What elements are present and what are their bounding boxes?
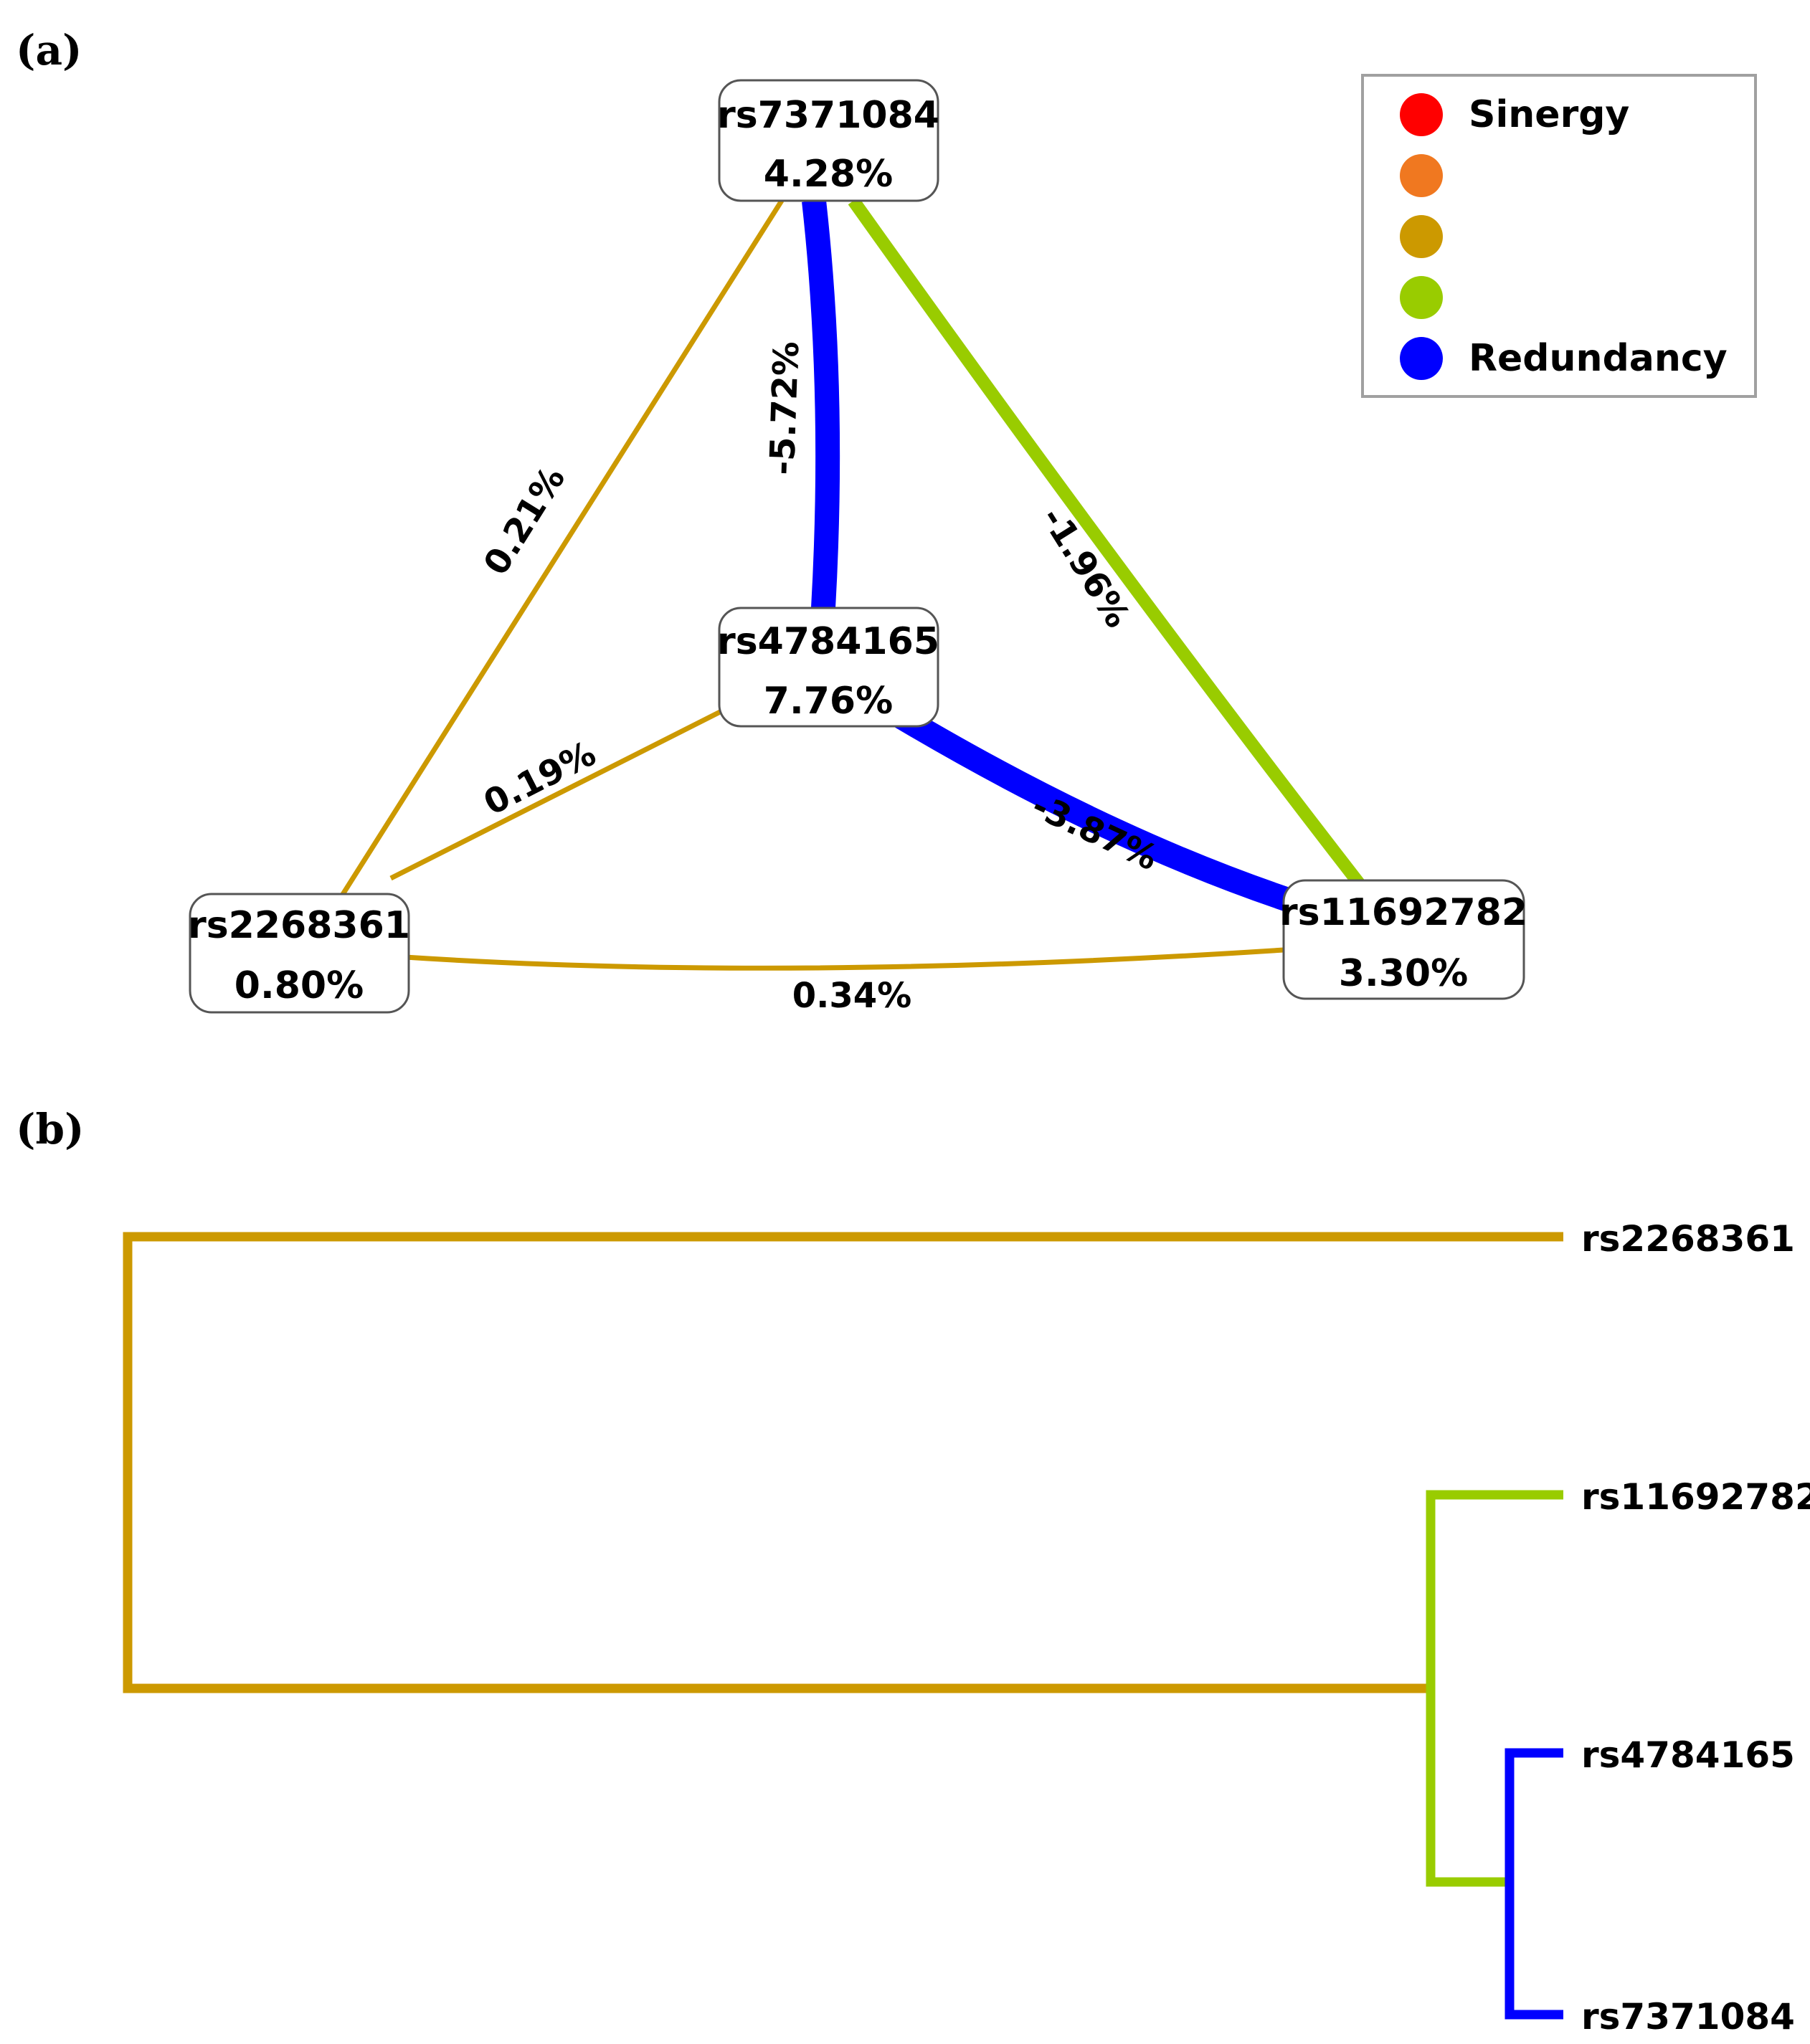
- panel-a-label: (a): [16, 26, 82, 75]
- node-name: rs4784165: [717, 620, 939, 663]
- dendro-leaf-rs2268361: rs2268361: [1581, 1218, 1795, 1260]
- panel-b-label: (b): [16, 1105, 84, 1154]
- legend: Sinergy Redundancy: [1361, 74, 1757, 398]
- node-left: rs2268361 0.80%: [188, 893, 410, 1014]
- edge-label-top-center: -5.72%: [762, 341, 807, 475]
- legend-dot: [1400, 276, 1443, 319]
- dendrogram: [123, 1232, 1563, 2020]
- node-name: rs11692782: [1279, 891, 1527, 934]
- node-name: rs7371084: [717, 94, 939, 137]
- dendro-leaf-rs11692782: rs11692782: [1581, 1476, 1810, 1518]
- legend-label-sinergy: Sinergy: [1469, 93, 1629, 136]
- legend-dot: [1400, 215, 1443, 258]
- node-center: rs4784165 7.76%: [717, 607, 939, 728]
- edge-label-left-right: 0.34%: [792, 976, 912, 1016]
- legend-dot: [1400, 93, 1443, 136]
- node-name: rs2268361: [188, 904, 410, 947]
- node-value: 7.76%: [764, 680, 893, 723]
- edge-left-right: [404, 947, 1284, 971]
- node-value: 3.30%: [1339, 952, 1468, 995]
- edge-label-top-left: 0.21%: [476, 460, 574, 582]
- dendro-leaf-rs7371084: rs7371084: [1581, 1996, 1795, 2038]
- node-value: 0.80%: [234, 964, 364, 1007]
- edge-center-left: [389, 707, 726, 881]
- legend-dot: [1400, 337, 1443, 380]
- edge-label-center-left: 0.19%: [478, 733, 602, 824]
- edges: [335, 196, 1365, 971]
- edge-top-right: [848, 196, 1365, 888]
- node-right: rs11692782 3.30%: [1279, 879, 1527, 1000]
- dendro-inner-branch: [1505, 1748, 1563, 2020]
- dendro-root-branch: [123, 1232, 1563, 1693]
- legend-label-redundancy: Redundancy: [1469, 337, 1728, 380]
- edge-top-left: [335, 199, 784, 905]
- dendro-mid-branch: [1426, 1490, 1563, 1887]
- dendro-leaf-rs4784165: rs4784165: [1581, 1734, 1795, 1776]
- node-top: rs7371084 4.28%: [717, 79, 939, 202]
- node-value: 4.28%: [764, 153, 893, 196]
- legend-dot: [1400, 154, 1443, 197]
- edge-top-center: [802, 199, 840, 609]
- edge-label-center-right: -3.87%: [1025, 786, 1164, 879]
- edge-center-right: [883, 699, 1299, 914]
